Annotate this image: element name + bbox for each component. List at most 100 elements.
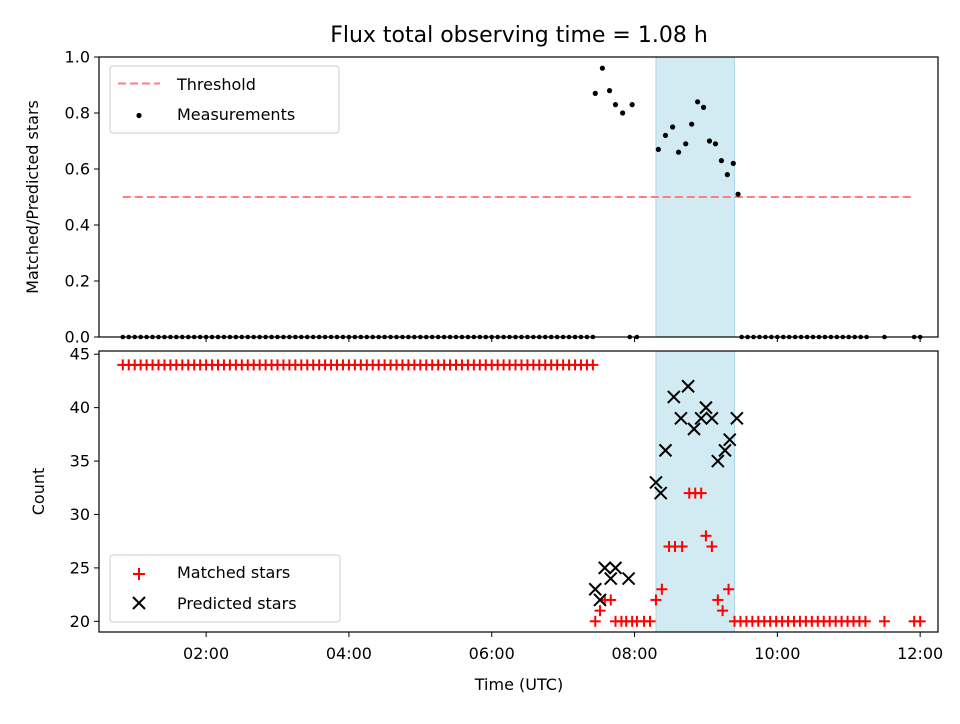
matched-star-marker	[723, 583, 735, 595]
count-x-tick-label: 12:00	[897, 644, 943, 663]
count-series	[117, 359, 926, 627]
matched-star-marker	[695, 487, 707, 499]
matched-star-marker	[605, 594, 617, 606]
measurement-point	[629, 102, 635, 108]
ratio-y-axis-label: Matched/Predicted stars	[23, 100, 42, 294]
count-axes-frame	[98, 350, 939, 633]
ratio-x-ticks	[205, 337, 921, 342]
predicted-star-marker	[723, 432, 737, 447]
ratio-y-tick-label: 0.6	[65, 160, 90, 179]
predicted-star-marker	[687, 422, 701, 436]
count-x-tick-label: 10:00	[754, 644, 800, 663]
measurement-point	[599, 65, 606, 71]
count-y-tick-label: 25	[70, 558, 90, 577]
legend-matched-label: Matched stars	[177, 563, 290, 582]
measurement-point	[620, 110, 626, 116]
count-x-ticks: 02:00 04:00 06:00 08:00 10:00 12:00	[183, 632, 943, 663]
count-y-tick-label: 45	[70, 345, 90, 364]
predicted-star-marker	[681, 379, 695, 393]
predicted-star-marker	[588, 582, 602, 596]
measurement-point	[700, 104, 707, 110]
chart-title: Flux total observing time = 1.08 h	[330, 23, 708, 48]
predicted-star-marker	[667, 390, 681, 404]
measurement-point	[730, 160, 736, 166]
predicted-star-marker	[674, 411, 688, 426]
predicted-star-marker	[718, 443, 732, 458]
matched-star-marker	[878, 615, 890, 627]
matched-star-marker	[717, 605, 729, 617]
ratio-axes-frame	[98, 56, 939, 338]
matched-star-marker	[650, 594, 662, 606]
predicted-star-marker	[694, 411, 708, 426]
predicted-star-marker	[705, 411, 719, 426]
ratio-y-tick-label: 1.0	[65, 48, 90, 67]
ratio-y-tick-label: 0.4	[65, 216, 90, 235]
legend-threshold-label: Threshold	[176, 75, 256, 94]
count-x-tick-label: 02:00	[183, 644, 229, 663]
measurement-point	[706, 138, 713, 144]
predicted-star-marker	[654, 486, 668, 500]
count-y-tick-label: 35	[70, 452, 90, 471]
measurement-point	[662, 132, 669, 138]
matched-star-marker	[859, 615, 871, 627]
matched-star-marker	[700, 530, 712, 542]
predicted-star-marker	[649, 475, 663, 490]
measurement-point	[670, 124, 676, 130]
count-y-ticks: 20 25 30 35 40 45	[70, 345, 99, 631]
predicted-star-marker	[608, 561, 623, 575]
count-x-tick-label: 06:00	[469, 644, 515, 663]
ratio-legend: Threshold Measurements	[109, 65, 340, 134]
count-legend: Matched stars Predicted stars	[109, 554, 341, 623]
matched-star-marker	[589, 615, 601, 627]
measurement-point	[735, 191, 741, 197]
legend-matched-swatch	[133, 568, 145, 580]
measurement-point	[655, 146, 661, 152]
count-x-tick-label: 08:00	[611, 644, 657, 663]
measurement-point	[712, 141, 719, 147]
matched-star-marker	[676, 541, 688, 553]
predicted-star-marker	[658, 443, 673, 458]
measurement-point	[724, 172, 730, 178]
count-y-tick-label: 40	[70, 398, 90, 417]
predicted-star-marker	[730, 411, 744, 426]
x-axis-label: Time (UTC)	[474, 675, 563, 694]
measurement-point	[675, 149, 682, 155]
measurement-point	[592, 90, 598, 96]
legend-predicted-swatch	[132, 596, 146, 610]
matched-star-marker	[644, 615, 656, 627]
ratio-y-tick-label: 0.0	[65, 328, 90, 347]
count-y-tick-label: 20	[70, 612, 90, 631]
predicted-star-marker	[604, 571, 618, 586]
ratio-panel: 0.0 0.2 0.4 0.6 0.8 1.0 Matched/Predicted sta…	[23, 48, 939, 347]
measurement-point	[718, 158, 725, 164]
measurement-point	[606, 88, 613, 94]
ratio-legend-box	[109, 65, 340, 134]
predicted-star-marker	[621, 571, 636, 586]
measurement-point	[695, 99, 701, 105]
matched-star-marker	[712, 594, 724, 606]
predicted-star-marker	[711, 454, 725, 468]
count-y-axis-label: Count	[29, 468, 48, 516]
matched-star-marker	[656, 583, 668, 595]
matched-star-marker	[914, 615, 926, 627]
predicted-star-marker	[593, 593, 607, 607]
legend-measurements-swatch	[136, 112, 142, 119]
predicted-star-marker	[699, 400, 713, 415]
matched-star-marker	[594, 605, 606, 617]
matched-star-marker	[706, 541, 718, 553]
legend-measurements-label: Measurements	[177, 105, 295, 124]
predicted-star-marker	[598, 561, 612, 575]
count-x-tick-label: 04:00	[326, 644, 372, 663]
count-legend-box	[109, 554, 341, 623]
measurement-point	[689, 121, 695, 127]
count-y-tick-label: 30	[70, 505, 90, 524]
measurement-point	[683, 141, 689, 147]
legend-predicted-label: Predicted stars	[177, 594, 297, 613]
matched-star-marker	[587, 359, 599, 371]
count-panel: 20 25 30 35 40 45 02:00 04:00 06:00 08:00 10:00 12…	[29, 345, 943, 694]
measurement-point	[612, 102, 619, 108]
ratio-y-ticks: 0.0 0.2 0.4 0.6 0.8 1.0	[65, 48, 99, 347]
ratio-y-tick-label: 0.8	[65, 104, 90, 123]
